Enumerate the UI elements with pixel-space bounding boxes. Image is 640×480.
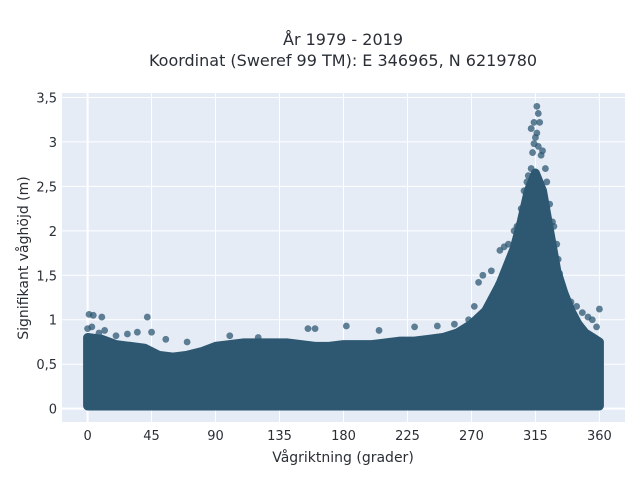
data-point	[254, 334, 262, 341]
y-tick-label: 3,5	[36, 91, 57, 106]
x-tick-label: 315	[523, 429, 548, 444]
data-point	[433, 322, 441, 330]
data-point	[527, 125, 535, 132]
data-point	[133, 328, 141, 336]
data-point	[89, 311, 97, 319]
data-point	[543, 178, 551, 186]
data-point	[550, 222, 558, 230]
x-axis-label: Vågriktning (grader)	[272, 449, 414, 466]
data-point	[513, 222, 521, 230]
y-tick-label: 0,5	[36, 358, 57, 373]
data-point	[465, 316, 473, 324]
data-point	[578, 309, 586, 317]
y-axis-label: Signifikant våghöjd (m)	[15, 176, 32, 339]
data-point	[596, 305, 603, 313]
data-point	[162, 335, 170, 343]
data-point	[505, 240, 512, 248]
data-point	[523, 178, 531, 186]
data-point	[567, 298, 575, 306]
data-point	[563, 294, 571, 301]
y-tick-label: 0	[49, 403, 57, 418]
data-point	[342, 322, 350, 330]
data-point	[506, 258, 514, 266]
data-point	[183, 338, 191, 346]
data-point	[554, 255, 562, 263]
data-point	[123, 330, 131, 338]
data-point	[88, 323, 96, 331]
data-point	[539, 147, 546, 155]
data-point	[475, 278, 482, 286]
data-point	[112, 332, 120, 340]
data-point	[517, 205, 525, 212]
data-point	[536, 118, 544, 126]
data-point	[520, 187, 528, 195]
data-point	[541, 165, 549, 172]
y-tick-label: 2	[49, 225, 57, 240]
data-point	[304, 325, 312, 333]
data-point	[533, 102, 541, 110]
x-tick-labels: 0 45 90 135 180 225 270 315 360	[83, 429, 611, 444]
data-point	[450, 320, 458, 328]
data-point	[495, 280, 502, 288]
data-points	[84, 102, 603, 346]
x-tick-label: 45	[143, 429, 160, 444]
x-tick-label: 0	[83, 429, 91, 444]
data-point	[546, 200, 554, 208]
data-point	[479, 271, 487, 279]
data-point	[530, 118, 538, 126]
point-cloud-area	[83, 168, 604, 411]
data-point	[311, 325, 319, 333]
data-point	[411, 323, 418, 331]
data-point	[101, 327, 109, 334]
y-tick-labels: 0 0,5 1 1,5 2 2,5 3 3,5	[36, 91, 57, 417]
data-point	[487, 267, 495, 275]
x-tick-label: 90	[207, 429, 224, 444]
data-point	[95, 329, 103, 337]
y-tick-label: 2,5	[36, 180, 57, 195]
x-tick-label: 225	[395, 429, 420, 444]
data-point	[593, 323, 600, 331]
data-point	[524, 172, 532, 180]
data-point	[573, 303, 581, 310]
x-tick-label: 270	[459, 429, 484, 444]
x-tick-label: 135	[267, 429, 292, 444]
data-point	[527, 165, 535, 172]
data-point	[470, 303, 478, 310]
data-point	[534, 110, 542, 117]
y-tick-label: 1,5	[36, 269, 57, 284]
data-point	[98, 313, 106, 321]
data-point	[588, 316, 596, 324]
data-point	[226, 332, 234, 340]
data-point	[533, 129, 541, 137]
data-point	[556, 270, 564, 277]
chart-subtitle: Koordinat (Sweref 99 TM): E 346965, N 62…	[149, 51, 537, 70]
data-point	[529, 149, 536, 156]
data-point	[553, 240, 561, 248]
data-point	[534, 142, 542, 150]
data-point	[148, 328, 155, 336]
data-point	[143, 313, 151, 321]
y-tick-label: 1	[49, 314, 57, 329]
chart-title: År 1979 - 2019	[283, 30, 403, 49]
data-point-cloud	[83, 168, 604, 411]
y-tick-label: 3	[49, 136, 57, 151]
x-tick-label: 360	[587, 429, 612, 444]
x-tick-label: 180	[331, 429, 356, 444]
data-point	[375, 327, 383, 334]
